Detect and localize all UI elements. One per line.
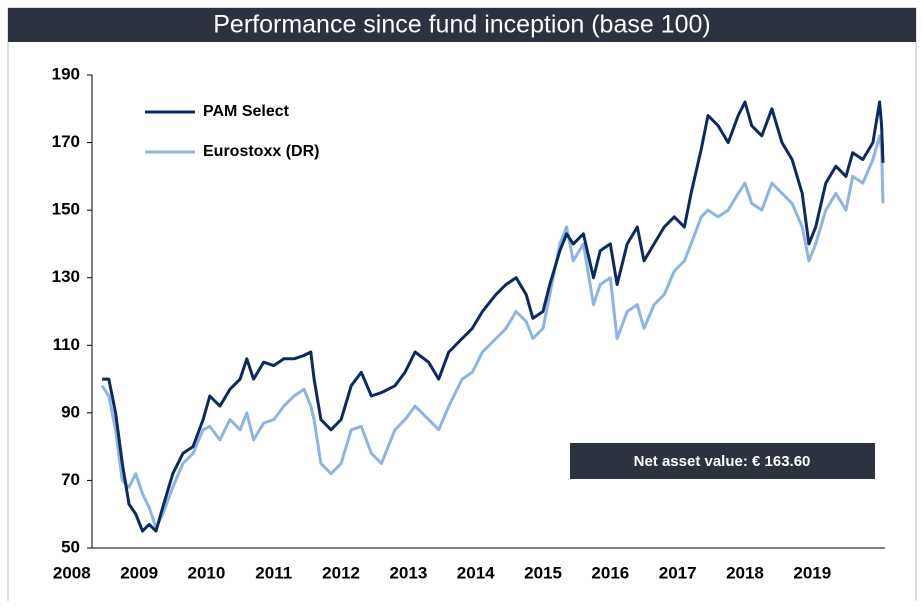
y-tick-label: 170 xyxy=(52,132,80,151)
x-tick-label: 2018 xyxy=(726,563,764,582)
y-tick-label: 90 xyxy=(61,402,80,421)
x-tick-label: 2012 xyxy=(322,563,360,582)
x-tick-label: 2009 xyxy=(120,563,158,582)
legend-label: PAM Select xyxy=(203,103,290,120)
x-tick-label: 2019 xyxy=(793,563,831,582)
x-tick-label: 2015 xyxy=(524,563,562,582)
chart-title: Performance since fund inception (base 1… xyxy=(213,11,711,39)
x-tick-label: 2014 xyxy=(457,563,495,582)
x-tick-label: 2011 xyxy=(255,563,292,582)
legend-label: Eurostoxx (DR) xyxy=(203,143,319,160)
annotation: Net asset value: € 163.60 xyxy=(634,453,811,470)
x-tick-label: 2017 xyxy=(659,563,697,582)
x-tick-label: 2016 xyxy=(591,563,629,582)
x-tick-label: 2008 xyxy=(53,563,91,582)
y-tick-label: 110 xyxy=(53,335,80,354)
x-tick-label: 2013 xyxy=(389,563,427,582)
y-tick-label: 150 xyxy=(52,200,80,219)
annotation-box xyxy=(570,443,875,479)
y-tick-label: 50 xyxy=(61,537,80,556)
y-tick-label: 190 xyxy=(52,64,80,83)
frame xyxy=(7,7,917,606)
series-line xyxy=(102,100,885,533)
y-tick-label: 130 xyxy=(52,267,80,286)
series-line xyxy=(100,134,885,530)
y-tick-label: 70 xyxy=(61,470,80,489)
title-banner xyxy=(8,8,916,42)
x-tick-label: 2010 xyxy=(188,563,226,582)
